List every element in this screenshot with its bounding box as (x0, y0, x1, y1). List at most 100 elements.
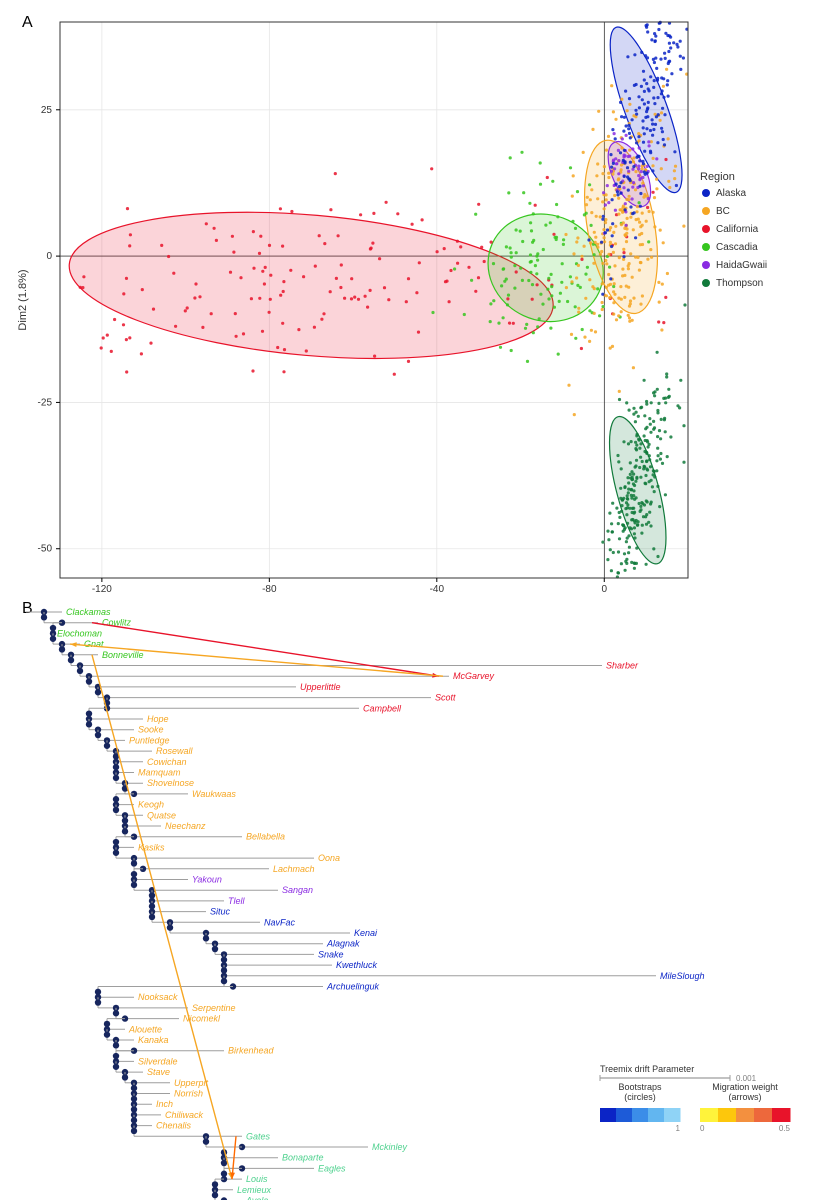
tip-label: Avola (245, 1196, 268, 1200)
tip-label: Hope (147, 714, 169, 724)
legend-gradient (600, 1108, 617, 1122)
tip-label: Campbell (363, 703, 402, 713)
tree-node (86, 721, 92, 727)
legend-gradient (700, 1108, 719, 1122)
tip-label: Rosewall (156, 746, 194, 756)
tip-label: Quatse (147, 810, 176, 820)
migration-arrow (70, 644, 443, 676)
tip-label: Bonneville (102, 650, 144, 660)
tip-label: Snake (318, 949, 344, 959)
tip-label: McGarvey (453, 671, 495, 681)
panel-b-tree: ClackamasCowlitzElochomanGnatBonnevilleS… (0, 0, 828, 1200)
tip-label: Gates (246, 1131, 271, 1141)
tip-label: Cowichan (147, 757, 187, 767)
tree-node (212, 1192, 218, 1198)
tip-label: Stave (147, 1067, 170, 1077)
tip-label: Alagnak (326, 939, 360, 949)
tip-label: Gnat (84, 639, 104, 649)
tip-label: NavFac (264, 917, 296, 927)
tree-node (203, 935, 209, 941)
tip-label: Chenalis (156, 1121, 192, 1131)
tree-node (95, 999, 101, 1005)
tree-node (113, 807, 119, 813)
legend-title: (arrows) (729, 1092, 762, 1102)
tip-label: Silverdale (138, 1056, 178, 1066)
tip-label: Lachmach (273, 864, 315, 874)
tree-node (104, 1031, 110, 1037)
tip-label: Nooksack (138, 992, 178, 1002)
tree-node (95, 732, 101, 738)
tree-node (149, 914, 155, 920)
tree-node (113, 775, 119, 781)
tree-node (86, 678, 92, 684)
tip-label: Situc (210, 907, 231, 917)
legend-gradient (754, 1108, 773, 1122)
tree-node (113, 1064, 119, 1070)
tree-node (122, 1074, 128, 1080)
legend-min: 0 (700, 1124, 705, 1133)
tree-node (212, 946, 218, 952)
legend-gradient (648, 1108, 665, 1122)
tree-node (113, 850, 119, 856)
tree-node (131, 860, 137, 866)
tip-label: Sharber (606, 661, 639, 671)
tip-label: Upperlittle (300, 682, 341, 692)
tip-label: Tlell (228, 896, 246, 906)
tree-node (131, 1128, 137, 1134)
tip-label: Louis (246, 1174, 268, 1184)
legend-max: 0.5 (779, 1124, 791, 1133)
tree-node (221, 978, 227, 984)
tip-label: Birkenhead (228, 1046, 275, 1056)
legend-title: (circles) (624, 1092, 656, 1102)
tip-label: Kwethluck (336, 960, 378, 970)
drift-scale-title: Treemix drift Parameter (600, 1064, 694, 1074)
tip-label: Bellabella (246, 832, 285, 842)
tip-label: Mamquam (138, 768, 181, 778)
tree-node (95, 689, 101, 695)
legend-gradient (664, 1108, 681, 1122)
tip-label: Sangan (282, 885, 313, 895)
tip-label: Elochoman (57, 628, 102, 638)
tree-node (113, 1010, 119, 1016)
tip-label: Chiliwack (165, 1110, 204, 1120)
tip-label: Oona (318, 853, 340, 863)
tip-label: Eagles (318, 1163, 346, 1173)
tree-node (167, 924, 173, 930)
tree-node (50, 636, 56, 642)
tree-node (104, 743, 110, 749)
tip-label: Neechanz (165, 821, 206, 831)
tip-label: Sooke (138, 725, 164, 735)
tree-node (77, 668, 83, 674)
tree-node (113, 1042, 119, 1048)
tip-label: Upperpit (174, 1078, 209, 1088)
tip-label: Bonaparte (282, 1153, 324, 1163)
tip-label: Serpentine (192, 1003, 236, 1013)
tip-label: Shovelnose (147, 778, 194, 788)
legend-title: Bootstraps (618, 1082, 662, 1092)
tip-label: Mckinley (372, 1142, 408, 1152)
tip-label: Archuelinguk (326, 982, 380, 992)
tree-node (41, 614, 47, 620)
legend-gradient (772, 1108, 791, 1122)
legend-title: Migration weight (712, 1082, 778, 1092)
tip-label: Lemieux (237, 1185, 272, 1195)
tip-label: Keogh (138, 800, 164, 810)
tip-label: Norrish (174, 1089, 203, 1099)
tip-label: Inch (156, 1099, 173, 1109)
legend-gradient (632, 1108, 649, 1122)
tree-node (68, 657, 74, 663)
legend-max: 1 (676, 1124, 681, 1133)
legend-gradient (736, 1108, 755, 1122)
tip-label: Scott (435, 693, 456, 703)
tip-label: MileSlough (660, 971, 705, 981)
tree-node (221, 1160, 227, 1166)
tip-label: Alouette (128, 1024, 162, 1034)
tip-label: Kanaka (138, 1035, 169, 1045)
tip-label: Clackamas (66, 607, 111, 617)
tree-node (122, 828, 128, 834)
tree-node (203, 1138, 209, 1144)
tree-node (131, 882, 137, 888)
legend-gradient (616, 1108, 633, 1122)
tree-node (59, 646, 65, 652)
tip-label: Puntledge (129, 735, 170, 745)
